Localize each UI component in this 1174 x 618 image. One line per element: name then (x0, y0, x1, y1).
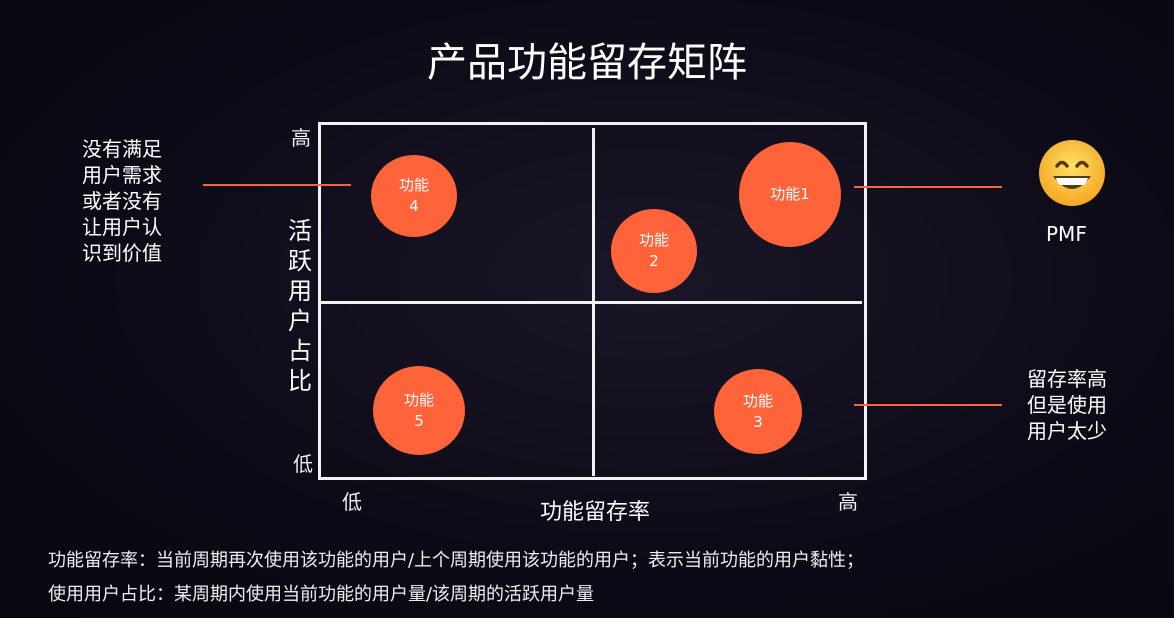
connector-line-left (203, 184, 351, 186)
matrix-frame (318, 122, 867, 480)
annotation-line: 但是使用 (1027, 393, 1107, 417)
bubble-label: 功能 (638, 231, 669, 249)
connector-line-right-bottom (854, 404, 1002, 406)
x-high-label: 高 (838, 490, 858, 514)
bubble-label: 功能1 (770, 185, 810, 203)
bubble-feature-3: 功能 3 (714, 369, 802, 454)
footnote-retention-definition: 功能留存率：当前周期再次使用该功能的用户/上个周期使用该功能的用户；表示当前功能… (48, 550, 865, 571)
bubble-label: 功能 (403, 390, 434, 409)
y-low-label: 低 (293, 452, 313, 476)
annotation-line: 没有满足 (82, 137, 162, 161)
bubble-number: 3 (753, 412, 763, 431)
bubble-number: 4 (409, 197, 419, 215)
grinning-face-icon (1039, 140, 1105, 206)
annotation-line: 识到价值 (82, 241, 162, 265)
bubble-number: 5 (414, 411, 424, 430)
bubble-label: 功能 (742, 391, 773, 410)
bubble-feature-2: 功能 2 (611, 209, 697, 293)
bubble-number: 2 (649, 252, 659, 270)
annotation-low-users: 留存率高 但是使用 用户太少 (1027, 366, 1107, 444)
annotation-line: 让用户认 (82, 215, 162, 239)
x-low-label: 低 (342, 490, 362, 514)
y-high-label: 高 (291, 126, 311, 150)
x-axis-label: 功能留存率 (539, 500, 650, 525)
footnote-usage-definition: 使用用户占比：某周期内使用当前功能的用户量/该周期的活跃用户量 (48, 584, 595, 605)
bubble-label: 功能 (398, 176, 429, 194)
annotation-unmet-needs: 没有满足 用户需求 或者没有 让用户认 识到价值 (82, 136, 162, 266)
annotation-line: 或者没有 (82, 189, 162, 213)
bubble-feature-1: 功能1 (739, 142, 841, 247)
horizontal-divider (320, 301, 862, 304)
bubble-feature-4: 功能 4 (371, 155, 457, 237)
page-title: 产品功能留存矩阵 (427, 40, 747, 86)
annotation-line: 用户太少 (1027, 419, 1107, 443)
annotation-line: 留存率高 (1027, 367, 1107, 391)
y-axis-label: 活跃用户占比 (288, 217, 312, 395)
pmf-label: PMF (1046, 222, 1087, 246)
bubble-feature-5: 功能 5 (373, 366, 465, 455)
connector-line-pmf (854, 186, 1002, 188)
annotation-line: 用户需求 (82, 163, 162, 187)
